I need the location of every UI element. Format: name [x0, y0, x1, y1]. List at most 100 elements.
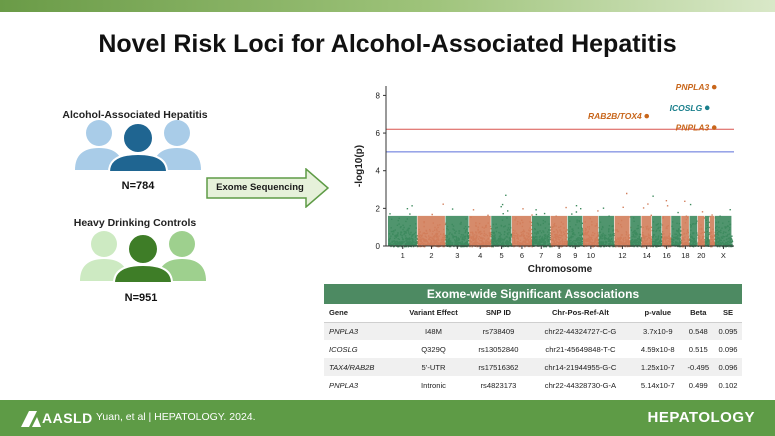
manhattan-points-chr16 [662, 200, 673, 248]
manhattan-points-chr4 [469, 209, 493, 248]
manhattan-points-chr9 [567, 205, 585, 248]
cell-gene: ICOSLG [324, 340, 398, 358]
x-tick-label: 7 [539, 251, 543, 260]
manhattan-band-chr19 [689, 215, 698, 246]
table-row: PNPLA3 I48M rs738409 chr22-44324727-C-G … [324, 322, 742, 340]
cell-variant-effect: I48M [397, 322, 470, 340]
hit-point [644, 113, 650, 119]
y-tick-label: 8 [376, 91, 381, 100]
y-axis-title: -log10(p) [354, 145, 365, 187]
manhattan-band-chrX [714, 215, 732, 246]
cell-se: 0.096 [714, 358, 742, 376]
hit-point [704, 105, 710, 111]
cases-people-icon [75, 120, 201, 172]
x-tick-label: 12 [618, 251, 626, 260]
manhattan-points-chr1 [388, 205, 419, 248]
cell-variant-effect: Intronic [397, 376, 470, 394]
header-snp-id: SNP ID [469, 304, 528, 323]
x-tick-label: 9 [573, 251, 577, 260]
manhattan-band-chr22 [709, 215, 715, 246]
aasld-logo-text: AASLD [42, 410, 93, 426]
cell-beta: -0.495 [682, 358, 715, 376]
x-tick-label: 20 [697, 251, 705, 260]
cell-p-value: 4.59x10-8 [633, 340, 683, 358]
x-axis-title: Chromosome [528, 264, 593, 275]
header-p-value: p-value [633, 304, 683, 323]
manhattan-points-chr21 [705, 215, 711, 247]
manhattan-band-chr20 [697, 215, 705, 246]
hit-point [711, 125, 717, 130]
x-tick-label: 2 [429, 251, 433, 260]
table-row: TAX4/RAB2B 5’-UTR rs17516362 chr14-21944… [324, 358, 742, 376]
x-tick-label: 3 [455, 251, 459, 260]
cell-beta: 0.499 [682, 376, 715, 394]
cell-beta: 0.515 [682, 340, 715, 358]
hit-label: PNPLA3 [676, 82, 710, 92]
manhattan-annotations: PNPLA3 ICOSLG RAB2B/TOX4 PNPLA3 [588, 82, 717, 133]
manhattan-points-chr22 [710, 214, 717, 248]
controls-people-icon [80, 231, 206, 283]
aasld-logo: AASLD [20, 407, 93, 429]
manhattan-band-chr16 [662, 215, 671, 246]
hit-label: RAB2B/TOX4 [588, 111, 642, 121]
controls-count: N=951 [124, 292, 158, 304]
manhattan-band-chr5 [491, 215, 512, 246]
cell-variant-effect: 5’-UTR [397, 358, 470, 376]
cell-chr-pos: chr22-44324727-C-G [527, 322, 634, 340]
manhattan-points-chr15 [652, 195, 664, 248]
manhattan-points-chr14 [641, 203, 654, 248]
x-tick-label: 18 [681, 251, 689, 260]
manhattan-points-chr7 [532, 209, 552, 248]
manhattan-points-chr20 [697, 211, 707, 248]
cell-snp-id: rs17516362 [469, 358, 528, 376]
x-tick-label: 6 [520, 251, 524, 260]
cell-beta: 0.548 [682, 322, 715, 340]
cell-chr-pos: chr14-21944955-G-C [527, 358, 634, 376]
controls-label: Heavy Drinking Controls [73, 217, 197, 229]
manhattan-points-chr2 [417, 203, 447, 248]
cell-chr-pos: chr21-45649848-T-C [527, 340, 634, 358]
header-se: SE [714, 304, 742, 323]
y-tick-label: 0 [376, 242, 381, 251]
journal-name: HEPATOLOGY [647, 409, 755, 426]
cell-snp-id: rs738409 [469, 322, 528, 340]
cell-p-value: 5.14x10-7 [633, 376, 683, 394]
cell-snp-id: rs13052840 [469, 340, 528, 358]
manhattan-points-chr6 [512, 208, 534, 248]
x-tick-label: X [721, 251, 726, 260]
x-tick-label: 4 [478, 251, 482, 260]
header-chr-pos: Chr-Pos-Ref-Alt [527, 304, 634, 323]
y-tick-label: 4 [376, 167, 381, 176]
cell-chr-pos: chr22-44328730-G-A [527, 376, 634, 394]
table-header-row: Gene Variant Effect SNP ID Chr-Pos-Ref-A… [324, 304, 742, 323]
y-tick-label: 2 [376, 204, 381, 213]
hit-label: PNPLA3 [676, 123, 710, 133]
manhattan-points-chr17 [671, 211, 683, 248]
manhattan-points-chr3 [445, 208, 471, 248]
x-tick-label: 14 [643, 251, 651, 260]
cell-gene: PNPLA3 [324, 376, 398, 394]
cell-gene: PNPLA3 [324, 322, 398, 340]
table-row: PNPLA3 Intronic rs4823173 chr22-44328730… [324, 376, 742, 394]
manhattan-points [388, 192, 734, 248]
page-title: Novel Risk Loci for Alcohol-Associated H… [98, 30, 677, 58]
arrow-label: Exome Sequencing [216, 182, 304, 193]
aasld-logo-icon [21, 411, 41, 427]
cell-se: 0.102 [714, 376, 742, 394]
cell-se: 0.095 [714, 322, 742, 340]
cell-gene: TAX4/RAB2B [324, 358, 398, 376]
cell-variant-effect: Q329Q [397, 340, 470, 358]
citation: Yuan, et al | HEPATOLOGY. 2024. [96, 411, 256, 423]
table-title: Exome-wide Significant Associations [324, 284, 742, 304]
hit-label: ICOSLG [670, 103, 703, 113]
hit-point [711, 84, 717, 90]
footer-bar: AASLD Yuan, et al | HEPATOLOGY. 2024. HE… [0, 400, 775, 436]
cases-count: N=784 [121, 180, 155, 192]
header-variant-effect: Variant Effect [397, 304, 470, 323]
header-beta: Beta [682, 304, 715, 323]
cases-label: Alcohol-Associated Hepatitis [62, 109, 208, 121]
manhattan-points-chr13 [630, 217, 643, 248]
header-accent-bar [0, 0, 775, 12]
